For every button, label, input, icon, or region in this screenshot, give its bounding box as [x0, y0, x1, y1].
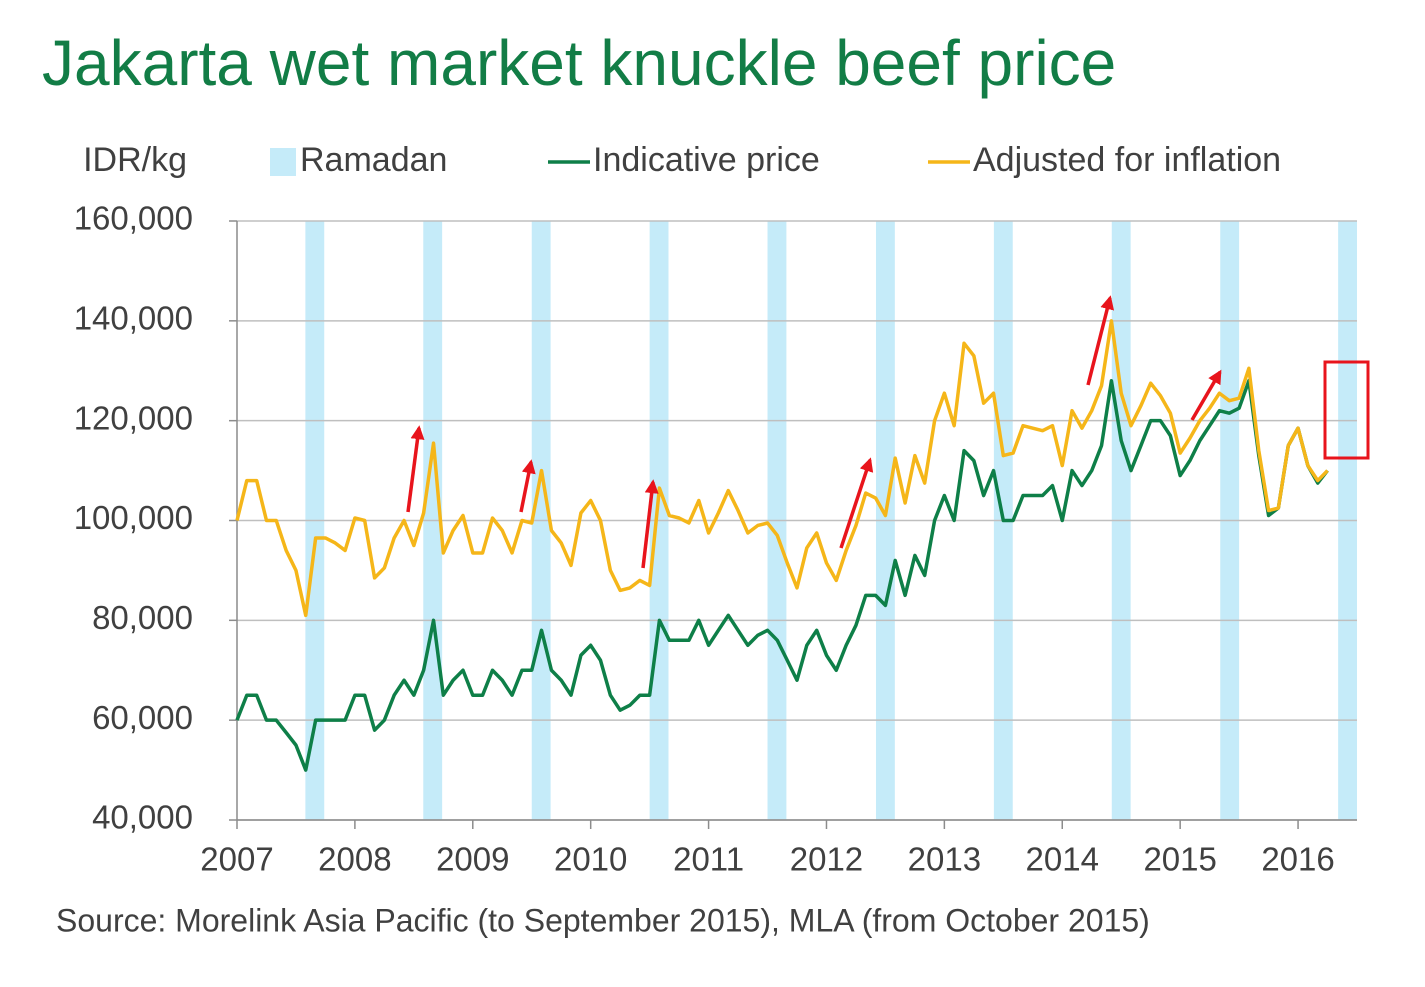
arrow — [519, 459, 536, 513]
source-note: Source: Morelink Asia Pacific (to Septem… — [56, 902, 1150, 938]
x-tick-label: 2016 — [1261, 841, 1334, 878]
arrow — [406, 425, 425, 513]
highlight-box — [1323, 360, 1370, 460]
y-tick-label: 120,000 — [74, 399, 193, 436]
y-tick-label: 100,000 — [74, 499, 193, 536]
x-tick-label: 2010 — [554, 841, 627, 878]
legend-label: Indicative price — [593, 141, 820, 179]
y-tick-label: 80,000 — [92, 599, 193, 636]
line-layer — [235, 319, 1329, 772]
legend-label: Ramadan — [300, 141, 447, 179]
arrow — [1190, 369, 1222, 421]
legend-label: Adjusted for inflation — [973, 141, 1281, 179]
annotations — [406, 295, 1370, 569]
series-line — [235, 378, 1329, 772]
x-tick-label: 2009 — [436, 841, 509, 878]
y-tick-label: 160,000 — [74, 200, 193, 237]
y-tick-label: 40,000 — [92, 799, 193, 836]
x-tick-label: 2013 — [908, 841, 981, 878]
grid-layer — [229, 220, 1357, 829]
y-tick-label: 140,000 — [74, 300, 193, 337]
x-tick-label: 2007 — [200, 841, 273, 878]
chart-title: Jakarta wet market knuckle beef price — [42, 27, 1116, 99]
legend-swatch — [270, 148, 296, 176]
x-tick-label: 2014 — [1026, 841, 1099, 878]
x-tick-label: 2008 — [318, 841, 391, 878]
y-tick-label: 60,000 — [92, 699, 193, 736]
arrow — [641, 479, 659, 569]
arrow — [1086, 295, 1115, 386]
x-tick-label: 2011 — [673, 841, 744, 878]
x-tick-label: 2015 — [1143, 841, 1216, 878]
arrow — [839, 457, 874, 549]
series-line — [235, 319, 1329, 618]
x-tick-label: 2012 — [790, 841, 863, 878]
y-axis-label: IDR/kg — [83, 141, 187, 179]
